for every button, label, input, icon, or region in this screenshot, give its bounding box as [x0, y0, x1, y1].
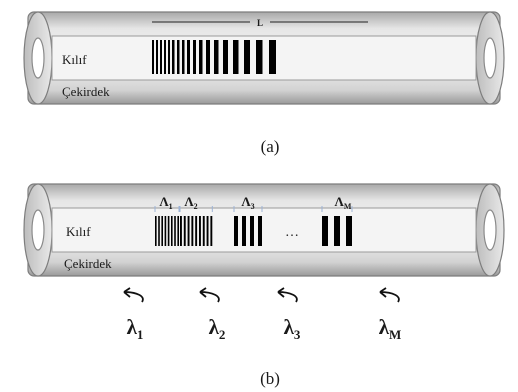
grating-a-bar-15 [233, 40, 239, 74]
grating-4-bar-3 [346, 216, 352, 246]
grating-group-2: Λ2 [179, 194, 213, 246]
cladding-label-b: Kılıf [66, 224, 91, 239]
grating-1-bar-2 [158, 216, 160, 246]
period-label-3: Λ3 [241, 194, 254, 211]
reflection-arrow-icon-3 [277, 287, 298, 303]
wavelength-label-1: λ1 [127, 315, 144, 342]
caption-a: (a) [261, 137, 280, 156]
grating-3-bar-1 [234, 216, 238, 246]
grating-1-bar-6 [171, 216, 173, 246]
grating-4-bar-2 [334, 216, 340, 246]
grating-group-1: Λ1 [154, 194, 180, 246]
grating-2-bar-7 [202, 216, 205, 246]
grating-a-bar-9 [187, 40, 190, 74]
period-label-4: ΛM [335, 194, 352, 211]
wavelength-label-2: λ2 [209, 315, 226, 342]
caption-b: (b) [260, 369, 280, 388]
grating-group-3: Λ3 [233, 194, 263, 246]
fiber-core-a [51, 35, 477, 81]
reflection-arrow-icon-2 [199, 287, 220, 303]
wavelength-label-3: λ3 [284, 315, 301, 342]
grating-2-bar-4 [191, 216, 194, 246]
grating-1-bar-8 [177, 216, 179, 246]
grating-2-bar-5 [195, 216, 198, 246]
grating-a-bar-1 [152, 40, 154, 74]
length-label: L [257, 18, 263, 28]
grating-3-bar-4 [258, 216, 262, 246]
grating-a-bar-12 [206, 40, 210, 74]
grating-a-bar-8 [182, 40, 185, 74]
grating-group-4: ΛM [321, 194, 353, 246]
grating-3-bar-3 [250, 216, 254, 246]
core-label-b: Çekirdek [64, 256, 112, 271]
grating-2-bar-1 [180, 216, 182, 246]
grating-1-bar-5 [167, 216, 170, 246]
grating-3-bar-2 [242, 216, 246, 246]
grating-4-bar-1 [322, 216, 328, 246]
ellipsis: … [285, 225, 299, 240]
fiber-core-b [51, 207, 477, 253]
reflection-arrow-icon-4 [379, 287, 400, 303]
reflection-arrow-icon-1 [123, 287, 144, 303]
panel-b: Λ1 λ1 Λ2 λ2 Λ3 λ3 ΛM λM … Kılıf Çekirdek (b) [23, 183, 505, 388]
grating-a-bar-13 [214, 40, 219, 74]
core-label-a: Çekirdek [62, 84, 110, 99]
grating-a-bar-16 [244, 40, 250, 74]
grating-a-bar-5 [168, 40, 170, 74]
grating-a-bar-2 [156, 40, 158, 74]
grating-a-bar-6 [172, 40, 175, 74]
grating-1-bar-3 [161, 216, 163, 246]
grating-a-bar-14 [223, 40, 228, 74]
grating-1-bar-1 [155, 216, 157, 246]
grating-2-bar-6 [199, 216, 201, 246]
grating-2-bar-9 [210, 216, 213, 246]
wavelength-label-4: λM [379, 315, 402, 342]
panel-a: L Kılıf Çekirdek (a) [23, 11, 505, 156]
cascaded-gratings: Λ1 λ1 Λ2 λ2 Λ3 λ3 ΛM λM [123, 194, 402, 342]
grating-2-bar-3 [187, 216, 190, 246]
grating-a-bar-17 [256, 40, 263, 74]
grating-a-bar-11 [199, 40, 203, 74]
cladding-label-a: Kılıf [62, 52, 87, 67]
grating-a-bar-10 [193, 40, 196, 74]
grating-2-bar-8 [206, 216, 209, 246]
chirped-grating [152, 40, 276, 74]
grating-1-bar-7 [174, 216, 176, 246]
grating-2-bar-2 [183, 216, 186, 246]
grating-a-bar-4 [164, 40, 166, 74]
grating-a-bar-3 [160, 40, 162, 74]
grating-a-bar-18 [269, 40, 276, 74]
grating-a-bar-7 [177, 40, 180, 74]
period-label-1: Λ1 [159, 194, 172, 211]
grating-1-bar-4 [164, 216, 167, 246]
period-label-2: Λ2 [184, 194, 197, 211]
